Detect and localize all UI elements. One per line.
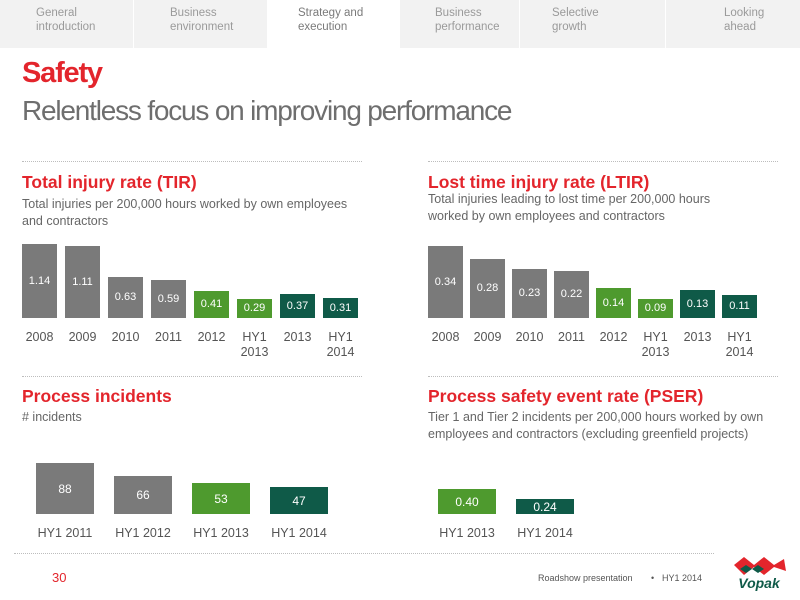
vopak-logo: Vopak — [734, 557, 786, 591]
section-nav: General introduction Business environmen… — [0, 0, 800, 48]
nav-tab-business-performance[interactable]: Business performance — [400, 0, 520, 48]
process-bar — [270, 487, 328, 514]
pser-description: Tier 1 and Tier 2 incidents per 200,000 … — [428, 410, 764, 441]
ltir-bar-value: 0.23 — [518, 287, 541, 299]
ltir-bar — [596, 288, 631, 318]
ltir-bar — [722, 295, 757, 318]
process-category-label: HY1 2013 — [193, 526, 249, 540]
divider-pser — [428, 376, 778, 377]
pser-category-label: HY1 2013 — [439, 526, 495, 540]
tir-bar-value: 0.63 — [114, 291, 137, 303]
tir-bar — [65, 246, 100, 318]
pser-bar-value: 0.24 — [533, 499, 557, 514]
tir-bar-value: 1.14 — [28, 274, 51, 287]
nav-tab-looking-ahead[interactable]: Looking ahead — [724, 7, 765, 33]
tir-category-label: 2010 — [111, 330, 140, 344]
tir-bar — [22, 244, 57, 318]
tir-bar — [323, 298, 358, 318]
process-bar — [36, 463, 94, 514]
nav-tab-business-environment[interactable]: Business environment — [134, 0, 268, 48]
process-description: # incidents — [22, 410, 82, 424]
footer-date: HY1 2014 — [662, 573, 703, 583]
tir-bar-value: 0.37 — [286, 299, 309, 312]
ltir-category-label: HY1 2013 — [641, 330, 670, 359]
process-bar-value: 88 — [58, 481, 72, 496]
ltir-bar-value: 0.14 — [602, 296, 625, 309]
process-category-label: HY1 2012 — [115, 526, 171, 540]
tir-bar — [194, 291, 229, 318]
ltir-bar-value: 0.34 — [434, 275, 457, 288]
tir-title: Total injury rate (TIR) — [22, 172, 197, 192]
divider-tir — [22, 161, 362, 162]
tir-bar — [108, 277, 143, 318]
nav-tab-general-introduction[interactable]: General introduction — [0, 0, 134, 48]
footer-presentation: Roadshow presentation — [538, 573, 633, 583]
process-title: Process incidents — [22, 386, 172, 406]
process-bar-value: 47 — [292, 493, 306, 508]
pser-title: Process safety event rate (PSER) — [428, 386, 704, 406]
tir-description: Total injuries per 200,000 hours worked … — [22, 197, 348, 228]
ltir-bar — [470, 259, 505, 318]
ltir-bar — [428, 246, 463, 318]
slide-subtitle: Relentless focus on improving performanc… — [22, 95, 512, 126]
process-bar — [192, 483, 250, 514]
ltir-bar-value: 0.13 — [686, 297, 709, 310]
pser-category-label: HY1 2014 — [517, 526, 573, 540]
ltir-description: Total injuries leading to lost time per … — [428, 192, 711, 223]
ltir-bar-value: 0.09 — [644, 302, 667, 314]
page-number: 30 — [52, 570, 67, 585]
tir-bar-value: 0.31 — [329, 301, 352, 314]
pser-bar — [516, 499, 574, 514]
tir-category-label: 2012 — [197, 330, 226, 344]
pser-bar-value: 0.40 — [455, 494, 479, 509]
tir-bar — [151, 280, 186, 318]
tir-bar-value: 0.59 — [157, 292, 180, 305]
ltir-category-label: 2008 — [431, 330, 460, 344]
ltir-bar — [554, 271, 589, 318]
svg-text:Vopak: Vopak — [738, 575, 781, 591]
tir-category-label: HY1 2013 — [240, 330, 269, 359]
divider-ltir — [428, 161, 778, 162]
process-category-label: HY1 2014 — [271, 526, 327, 540]
pser-bar — [438, 489, 496, 514]
ltir-bar — [638, 299, 673, 318]
tir-category-label: 2013 — [283, 330, 312, 344]
divider-process — [22, 376, 362, 377]
nav-tab-strategy-execution[interactable]: Strategy and execution — [268, 0, 400, 48]
ltir-category-label: HY1 2014 — [725, 330, 754, 359]
footer-divider — [14, 553, 714, 554]
ltir-category-label: 2009 — [473, 330, 502, 344]
ltir-bar — [680, 290, 715, 318]
tir-bar-value: 0.41 — [200, 298, 223, 310]
tir-category-label: 2008 — [25, 330, 54, 344]
tir-bar — [280, 294, 315, 318]
tir-category-label: 2011 — [155, 330, 182, 344]
footer-bullet: • — [651, 573, 655, 583]
process-category-label: HY1 2011 — [37, 526, 93, 540]
tir-bar-value: 1.11 — [72, 275, 93, 288]
process-bar-value: 53 — [214, 491, 228, 506]
ltir-bar-value: 0.11 — [729, 300, 750, 312]
ltir-category-label: 2011 — [558, 330, 585, 344]
ltir-bar-value: 0.22 — [560, 288, 583, 300]
tir-category-label: HY1 2014 — [326, 330, 355, 359]
ltir-bar-value: 0.28 — [476, 282, 499, 294]
process-bar — [114, 476, 172, 514]
ltir-category-label: 2012 — [599, 330, 628, 344]
ltir-bar — [512, 269, 547, 318]
ltir-title: Lost time injury rate (LTIR) — [428, 172, 650, 192]
tir-bar-value: 0.29 — [243, 302, 266, 314]
nav-tab-selective-growth[interactable]: Selective growth — [520, 0, 666, 48]
slide-title: Safety — [22, 57, 103, 89]
process-bar-value: 66 — [136, 488, 150, 502]
tir-category-label: 2009 — [68, 330, 97, 344]
ltir-category-label: 2010 — [515, 330, 544, 344]
ltir-category-label: 2013 — [683, 330, 712, 344]
tir-bar — [237, 299, 272, 318]
